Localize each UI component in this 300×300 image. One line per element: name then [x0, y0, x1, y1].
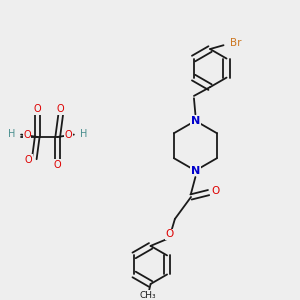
Text: O: O: [211, 186, 219, 196]
Text: Br: Br: [230, 38, 242, 48]
Text: O: O: [54, 160, 62, 170]
Text: O: O: [23, 130, 31, 140]
Text: N: N: [191, 166, 200, 176]
Text: N: N: [191, 116, 200, 126]
Text: H: H: [80, 129, 88, 139]
Text: O: O: [25, 155, 32, 165]
Text: H: H: [8, 129, 15, 139]
Text: CH₃: CH₃: [140, 291, 157, 300]
Text: O: O: [33, 104, 41, 114]
Text: O: O: [57, 104, 64, 114]
Text: O: O: [166, 229, 174, 239]
Text: O: O: [65, 130, 72, 140]
